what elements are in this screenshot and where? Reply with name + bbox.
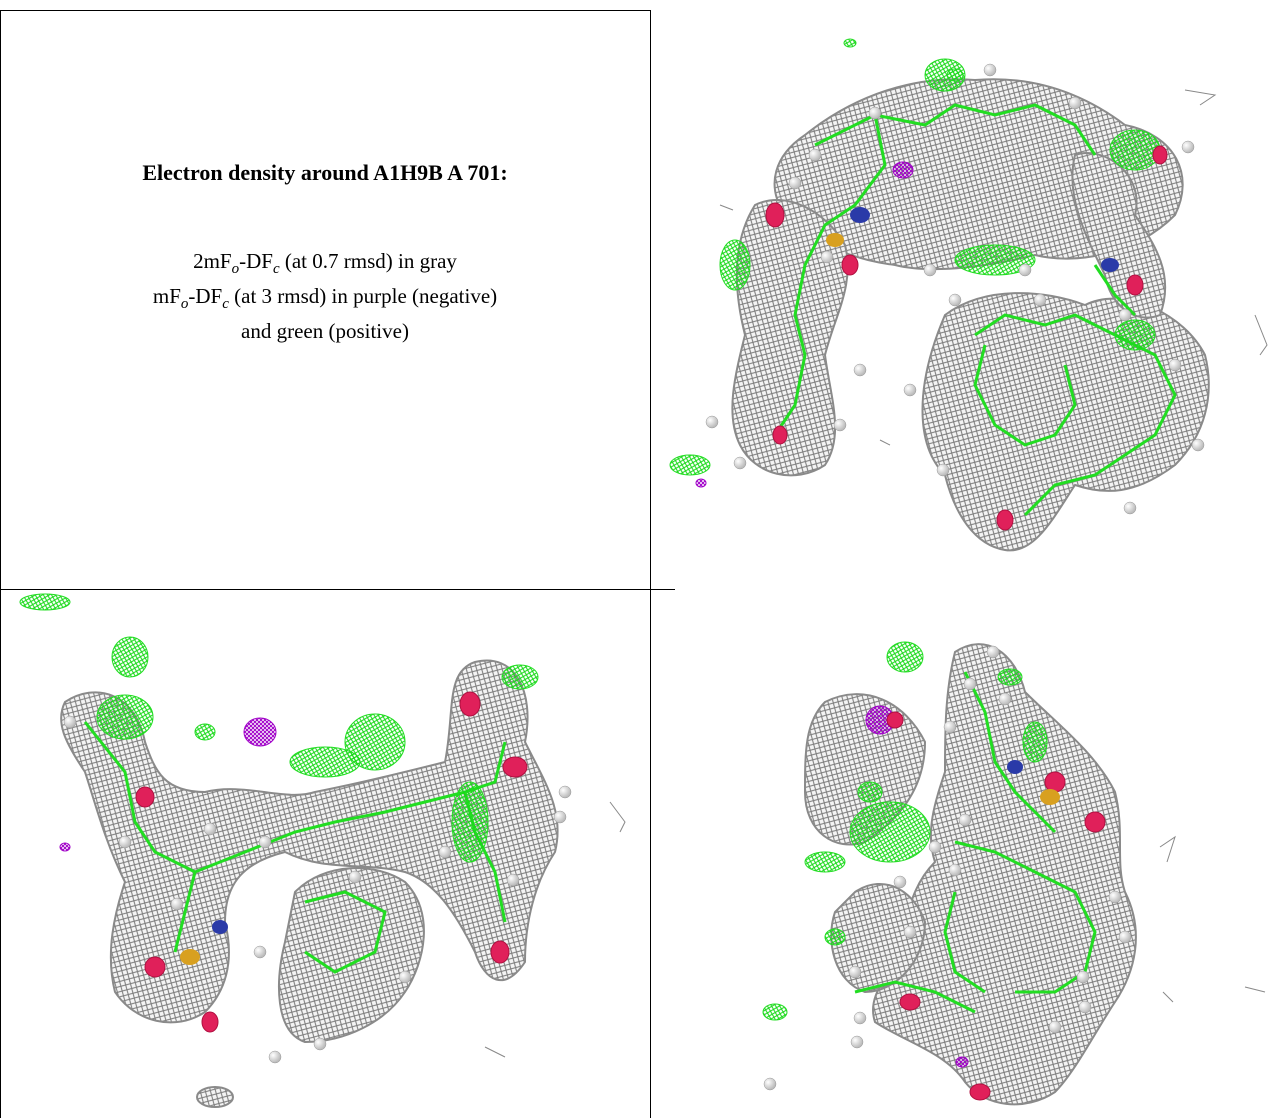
density-render-bottom-left xyxy=(19,593,626,1108)
caption-title: Electron density around A1H9B A 701: xyxy=(142,160,508,185)
heteroatom-oxygen xyxy=(886,711,1106,1101)
caption-line-mfo: mFo-DFc (at 3 rmsd) in purple (negative) xyxy=(152,284,498,313)
grid-middle-divider xyxy=(0,589,675,590)
density-panel-bottom-left xyxy=(5,592,647,1116)
green-positive-density xyxy=(762,641,1048,1021)
heteroatom-oxygen xyxy=(765,145,1168,531)
hydrogen-atoms xyxy=(763,645,1132,1091)
gray-density-mesh xyxy=(803,643,1137,1106)
green-positive-density xyxy=(669,38,1161,476)
density-render-top-right xyxy=(669,38,1268,552)
gray-density-mesh xyxy=(60,659,559,1108)
heteroatom-nitrogen xyxy=(1007,760,1023,774)
caption-cell: Electron density around A1H9B A 701: 2mF… xyxy=(20,160,630,345)
purple-negative-density xyxy=(59,717,277,852)
heteroatom-sulfur xyxy=(1040,789,1060,805)
heteroatom-nitrogen xyxy=(212,920,228,934)
density-panel-bottom-right xyxy=(655,592,1273,1116)
density-panel-top-right xyxy=(655,15,1273,585)
caption-line-green: and green (positive) xyxy=(241,319,409,344)
heteroatom-nitrogen xyxy=(850,207,1119,272)
ligand-bonds xyxy=(854,671,1097,1014)
stray-gray-density xyxy=(1159,835,1266,1003)
caption-line-2mfo: 2mFo-DFc (at 0.7 rmsd) in gray xyxy=(193,249,457,278)
purple-negative-density xyxy=(695,161,914,488)
purple-negative-density xyxy=(865,705,969,1068)
grid-top-border xyxy=(0,10,650,11)
heteroatom-sulfur xyxy=(180,949,200,965)
ligand-bonds xyxy=(773,103,1177,517)
hydrogen-atoms xyxy=(705,63,1205,515)
grid-left-border xyxy=(0,10,1,1118)
heteroatom-sulfur xyxy=(826,233,844,247)
stray-gray-density xyxy=(484,801,626,1058)
grid-center-divider xyxy=(650,10,651,1118)
hydrogen-atoms xyxy=(63,715,572,1064)
stray-gray-density xyxy=(719,89,1268,446)
heteroatom-oxygen xyxy=(135,691,528,1033)
density-render-bottom-right xyxy=(762,641,1266,1106)
green-positive-density xyxy=(19,593,539,863)
